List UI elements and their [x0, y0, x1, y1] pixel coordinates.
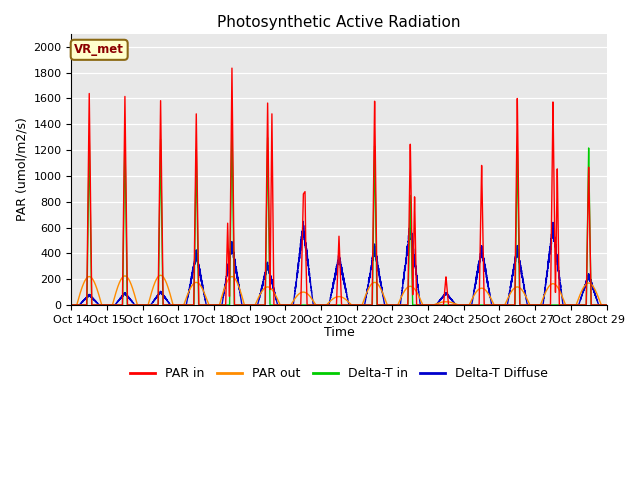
PAR out	[96, 296, 104, 302]
PAR in	[68, 302, 76, 308]
PAR in	[96, 302, 104, 308]
PAR in	[228, 65, 236, 71]
PAR out	[638, 302, 640, 308]
PAR in	[521, 302, 529, 308]
Delta-T in	[521, 302, 529, 308]
Delta-T Diffuse	[68, 302, 76, 308]
Delta-T Diffuse	[638, 302, 640, 308]
PAR in	[430, 302, 438, 308]
Delta-T Diffuse	[430, 302, 438, 308]
PAR out	[68, 302, 76, 308]
Line: Delta-T in: Delta-T in	[72, 120, 640, 305]
PAR out	[521, 292, 529, 298]
PAR out	[491, 302, 499, 308]
PAR out	[157, 273, 164, 278]
Text: VR_met: VR_met	[74, 43, 124, 56]
Delta-T Diffuse	[406, 218, 414, 224]
Delta-T Diffuse	[274, 302, 282, 308]
Delta-T Diffuse	[96, 302, 104, 308]
Delta-T in	[68, 302, 76, 308]
Delta-T in	[228, 117, 236, 122]
Line: PAR out: PAR out	[72, 276, 640, 305]
Delta-T Diffuse	[405, 235, 413, 241]
Y-axis label: PAR (umol/m2/s): PAR (umol/m2/s)	[15, 118, 28, 221]
Delta-T in	[491, 302, 499, 308]
Title: Photosynthetic Active Radiation: Photosynthetic Active Radiation	[217, 15, 461, 30]
Delta-T in	[430, 302, 438, 308]
PAR out	[405, 284, 413, 289]
Legend: PAR in, PAR out, Delta-T in, Delta-T Diffuse: PAR in, PAR out, Delta-T in, Delta-T Dif…	[125, 362, 553, 385]
PAR in	[405, 211, 413, 217]
Line: Delta-T Diffuse: Delta-T Diffuse	[72, 221, 640, 305]
Delta-T in	[96, 302, 104, 308]
Delta-T in	[275, 302, 282, 308]
Delta-T Diffuse	[491, 302, 499, 308]
PAR in	[275, 302, 282, 308]
PAR in	[638, 302, 640, 308]
Delta-T in	[405, 244, 413, 250]
PAR out	[275, 298, 282, 303]
Line: PAR in: PAR in	[72, 68, 640, 305]
PAR out	[430, 302, 438, 308]
PAR in	[491, 302, 499, 308]
Delta-T Diffuse	[521, 289, 529, 295]
Delta-T in	[638, 302, 640, 308]
X-axis label: Time: Time	[324, 326, 355, 339]
